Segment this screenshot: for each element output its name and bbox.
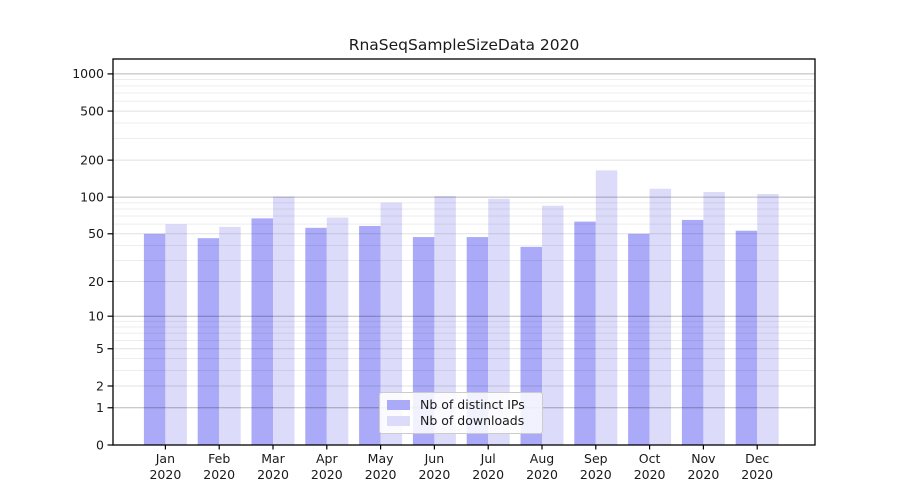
bar-downloads-aug bbox=[542, 205, 564, 445]
y-tick-label: 200 bbox=[80, 152, 104, 167]
y-tick-label: 1 bbox=[96, 400, 104, 415]
axes-spines bbox=[112, 58, 816, 446]
x-tick-label-year: 2020 bbox=[365, 467, 397, 482]
y-tick-label: 0 bbox=[96, 437, 104, 452]
bar-distinct-ips-feb bbox=[197, 238, 220, 445]
bar-distinct-ips-mar bbox=[251, 218, 273, 445]
bar-downloads-sep bbox=[595, 170, 618, 445]
legend-label-distinct-ips: Nb of distinct IPs bbox=[420, 396, 525, 412]
x-tick-label-month: Jan bbox=[155, 451, 175, 466]
bar-downloads-dec bbox=[757, 194, 779, 445]
bar-downloads-jul bbox=[488, 198, 510, 445]
x-tick-label-month: Dec bbox=[745, 451, 769, 466]
y-tick-label: 20 bbox=[88, 274, 104, 289]
x-tick-label-year: 2020 bbox=[526, 467, 558, 482]
legend-swatch-downloads bbox=[387, 416, 410, 427]
bar-downloads-may bbox=[380, 202, 403, 445]
x-tick-label-year: 2020 bbox=[203, 467, 235, 482]
x-tick-label-year: 2020 bbox=[149, 467, 181, 482]
y-tick-label: 1000 bbox=[72, 66, 104, 81]
bar-distinct-ips-jan bbox=[143, 233, 166, 445]
x-tick-label-month: Jul bbox=[480, 451, 496, 466]
bar-downloads-jan bbox=[165, 224, 187, 445]
x-tick-label-month: Aug bbox=[530, 451, 554, 466]
bar-downloads-jun bbox=[434, 196, 456, 445]
x-tick-label-year: 2020 bbox=[311, 467, 343, 482]
x-tick-label-month: Nov bbox=[691, 451, 716, 466]
y-tick-label: 500 bbox=[80, 103, 104, 118]
legend-entry-distinct-ips: Nb of distinct IPs bbox=[387, 396, 534, 412]
x-tick-label-month: Mar bbox=[261, 451, 285, 466]
x-tick-label-year: 2020 bbox=[687, 467, 719, 482]
x-tick-label-year: 2020 bbox=[634, 467, 666, 482]
x-tick-label-year: 2020 bbox=[472, 467, 504, 482]
x-tick-label-month: Jun bbox=[424, 451, 445, 466]
bar-distinct-ips-oct bbox=[628, 233, 650, 445]
x-tick-label-month: Sep bbox=[584, 451, 608, 466]
legend: Nb of distinct IPs Nb of downloads bbox=[379, 392, 543, 434]
bar-distinct-ips-nov bbox=[681, 219, 704, 445]
bar-distinct-ips-may bbox=[359, 225, 381, 445]
x-tick-label-month: Apr bbox=[316, 451, 338, 466]
bar-downloads-nov bbox=[703, 192, 725, 445]
x-tick-label-month: May bbox=[368, 451, 394, 466]
bar-downloads-oct bbox=[649, 188, 672, 445]
x-tick-label-month: Feb bbox=[208, 451, 230, 466]
bar-downloads-mar bbox=[273, 196, 295, 445]
bar-downloads-apr bbox=[326, 217, 349, 445]
bar-distinct-ips-dec bbox=[735, 230, 758, 445]
y-tick-label: 5 bbox=[96, 341, 104, 356]
legend-entry-downloads: Nb of downloads bbox=[387, 413, 534, 428]
y-tick-label: 50 bbox=[88, 226, 104, 241]
x-tick-label-year: 2020 bbox=[741, 467, 773, 482]
bar-distinct-ips-apr bbox=[305, 227, 327, 445]
x-tick-label-year: 2020 bbox=[418, 467, 450, 482]
chart-title: RnaSeqSampleSizeData 2020 bbox=[348, 36, 580, 54]
legend-swatch-distinct-ips bbox=[387, 399, 410, 410]
x-tick-label-year: 2020 bbox=[580, 467, 612, 482]
bar-downloads-feb bbox=[219, 226, 241, 445]
bar-distinct-ips-sep bbox=[574, 221, 596, 445]
y-tick-label: 2 bbox=[96, 378, 104, 393]
x-tick-label-month: Oct bbox=[639, 451, 661, 466]
y-tick-label: 100 bbox=[80, 189, 104, 204]
x-tick-label-year: 2020 bbox=[257, 467, 289, 482]
legend-label-downloads: Nb of downloads bbox=[420, 413, 525, 428]
y-tick-label: 10 bbox=[88, 308, 104, 323]
